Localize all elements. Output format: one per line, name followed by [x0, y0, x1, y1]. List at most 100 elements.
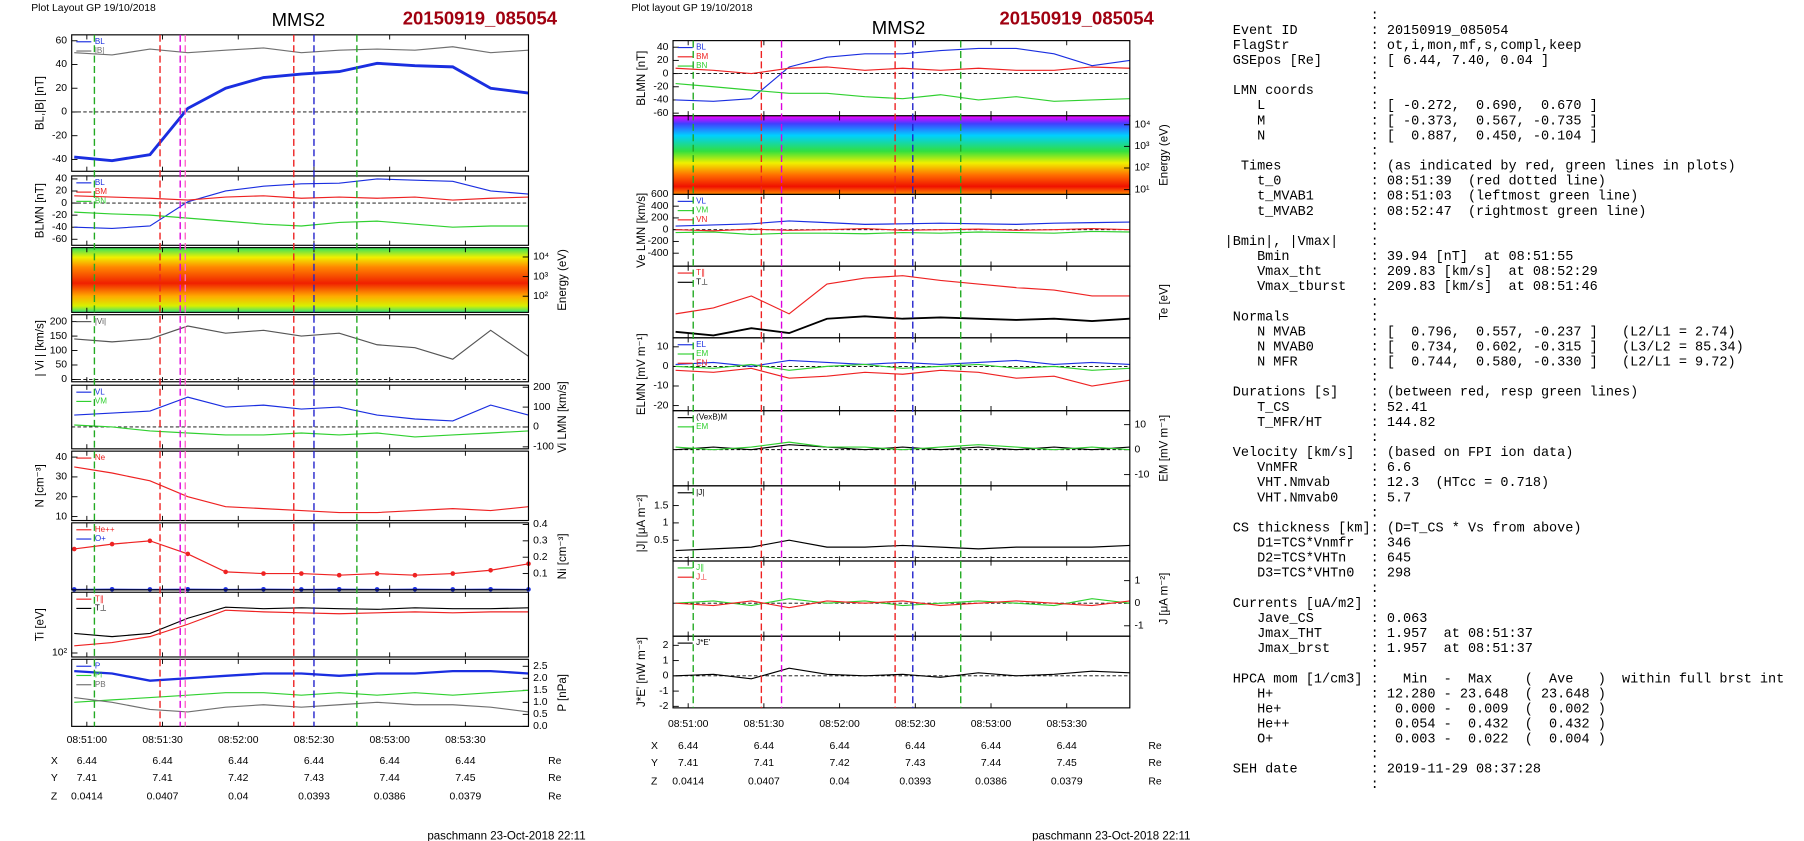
series-line [675, 667, 1130, 680]
y-axis-label: ELMN [mV m⁻¹] [636, 333, 648, 415]
coord-value: 7.41 [678, 758, 698, 769]
info-line: Vmax_tburst : 209.83 [km/s] at 08:51:46 [1225, 280, 1598, 295]
info-line: D1=TCS*Vnmfr : 346 [1225, 537, 1412, 552]
y-axis-label: Energy (eV) [1159, 124, 1171, 186]
coord-value: 6.44 [678, 741, 698, 752]
coord-value: 0.0414 [672, 777, 704, 788]
series-dot [374, 571, 380, 576]
y-tick-label: 600 [651, 189, 669, 200]
info-line: Times : (as indicated by red, green line… [1225, 160, 1736, 175]
legend-entry: T⊥ [95, 604, 107, 613]
plot-footer: paschmann 23-Oct-2018 22:11 [427, 830, 585, 841]
y-tick-label: 0.4 [533, 519, 548, 530]
info-line: : [1225, 582, 1379, 597]
legend-entry: He++ [95, 525, 115, 534]
series-line [675, 359, 1130, 367]
info-line: VnMFR : 6.6 [1225, 461, 1412, 476]
legend-entry: EM [696, 349, 708, 358]
coord-value: 0.0407 [147, 792, 179, 803]
y-tick-label: -2 [659, 701, 668, 712]
spectrogram [71, 247, 529, 313]
legend-entry: PB [95, 680, 106, 689]
info-line: : [1225, 657, 1379, 672]
series-line [74, 606, 529, 638]
y-tick-label: 2.5 [533, 661, 548, 672]
y-tick-label: 2.0 [533, 673, 548, 684]
info-line: t_0 : 08:51:39 (red dotted line) [1225, 175, 1606, 190]
y-axis-label: EM [mV m⁻¹] [1159, 415, 1171, 482]
legend-entry: BM [95, 187, 107, 196]
series-line [675, 227, 1130, 232]
x-tick-label: 08:52:30 [294, 735, 335, 746]
coord-value: 6.44 [981, 741, 1001, 752]
y-tick-label: 10 [56, 511, 68, 522]
y-tick-label: 0 [663, 361, 669, 372]
info-line: N MVAB : [ 0.796, 0.557, -0.237 ] (L2/L1… [1225, 325, 1736, 340]
series-line [74, 466, 529, 514]
legend-entry: BL [696, 43, 706, 52]
y-tick-label: 1.0 [533, 697, 548, 708]
coord-value: 0.0379 [1051, 777, 1083, 788]
info-line: HPCA mom [1/cm3] : Min - Max ( Ave ) wit… [1225, 672, 1785, 687]
series-dot [488, 586, 493, 592]
legend-entry: J∥ [696, 563, 704, 572]
coord-value: 7.42 [228, 773, 248, 784]
y-axis-label: Ni [cm⁻³] [557, 533, 569, 579]
info-line: GSEpos [Re] : [ 6.44, 7.40, 0.04 ] [1225, 54, 1549, 69]
series-line [675, 275, 1130, 315]
coord-value: 0.0393 [899, 777, 931, 788]
info-line: Velocity [km/s] : (based on FPI ion data… [1225, 446, 1574, 461]
info-line: L : [ -0.272, 0.690, 0.670 ] [1225, 99, 1598, 114]
coord-value: 7.45 [1057, 758, 1077, 769]
coord-unit: Re [1148, 758, 1162, 769]
x-tick-label: 08:53:30 [445, 735, 486, 746]
info-line: t_MVAB1 : 08:51:03 (leftmost green line) [1225, 190, 1639, 205]
info-line: SEH date : 2019-11-29 08:37:28 [1225, 763, 1541, 778]
info-line: Bmin : 39.94 [nT] at 08:51:55 [1225, 250, 1574, 265]
y-tick-label: 40 [657, 42, 669, 53]
panel-frame [71, 384, 530, 450]
coord-value: 6.44 [905, 741, 925, 752]
coord-value: 7.45 [455, 773, 475, 784]
y-tick-label: -60 [52, 234, 67, 245]
coord-value: 7.41 [152, 773, 172, 784]
info-line: : [1225, 9, 1379, 24]
y-axis-label: P [nPa] [557, 674, 569, 712]
panel-frame [71, 34, 530, 172]
coord-value: 6.44 [152, 756, 172, 767]
series-dot [223, 569, 228, 575]
coord-value: 0.0379 [449, 792, 481, 803]
info-line: Currents [uA/m2] : [1225, 597, 1379, 612]
coord-value: 0.0393 [298, 792, 330, 803]
series-line [74, 609, 529, 647]
series-line [74, 669, 529, 682]
y-tick-label: -100 [533, 442, 554, 453]
series-dot [147, 538, 153, 544]
info-line: CS thickness [km]: (D=T_CS * Vs from abo… [1225, 521, 1582, 536]
coord-value: 7.44 [981, 758, 1001, 769]
y-tick-label: 0.5 [533, 709, 548, 720]
y-tick-label: 1 [663, 655, 669, 666]
info-line: Vmax_tht : 209.83 [km/s] at 08:52:29 [1225, 265, 1598, 280]
y-tick-label: 20 [56, 83, 68, 94]
coord-unit: Re [1148, 741, 1162, 752]
info-line: T_CS : 52.41 [1225, 401, 1428, 416]
y-axis-label: Ve LMN [km/s] [636, 193, 648, 268]
y-axis-label: Vi LMN [km/s] [557, 381, 569, 453]
coord-name: Y [651, 758, 658, 769]
x-tick-label: 08:53:30 [1046, 719, 1087, 730]
info-line: LMN coords : [1225, 84, 1379, 99]
series-dot [109, 586, 115, 592]
legend-entry: BL [95, 178, 105, 187]
coord-value: 6.44 [455, 756, 475, 767]
series-line [74, 424, 529, 438]
coord-value: 6.44 [754, 741, 774, 752]
legend-entry: T⊥ [696, 277, 708, 286]
y-tick-label: 0 [61, 374, 67, 385]
x-tick-label: 08:52:00 [218, 735, 259, 746]
coord-value: 6.44 [829, 741, 849, 752]
y-tick-label: 100 [50, 345, 68, 356]
y-tick-label: 1 [663, 518, 669, 529]
series-line [675, 444, 1130, 451]
info-line: Durations [s] : (between red, resp green… [1225, 386, 1639, 401]
